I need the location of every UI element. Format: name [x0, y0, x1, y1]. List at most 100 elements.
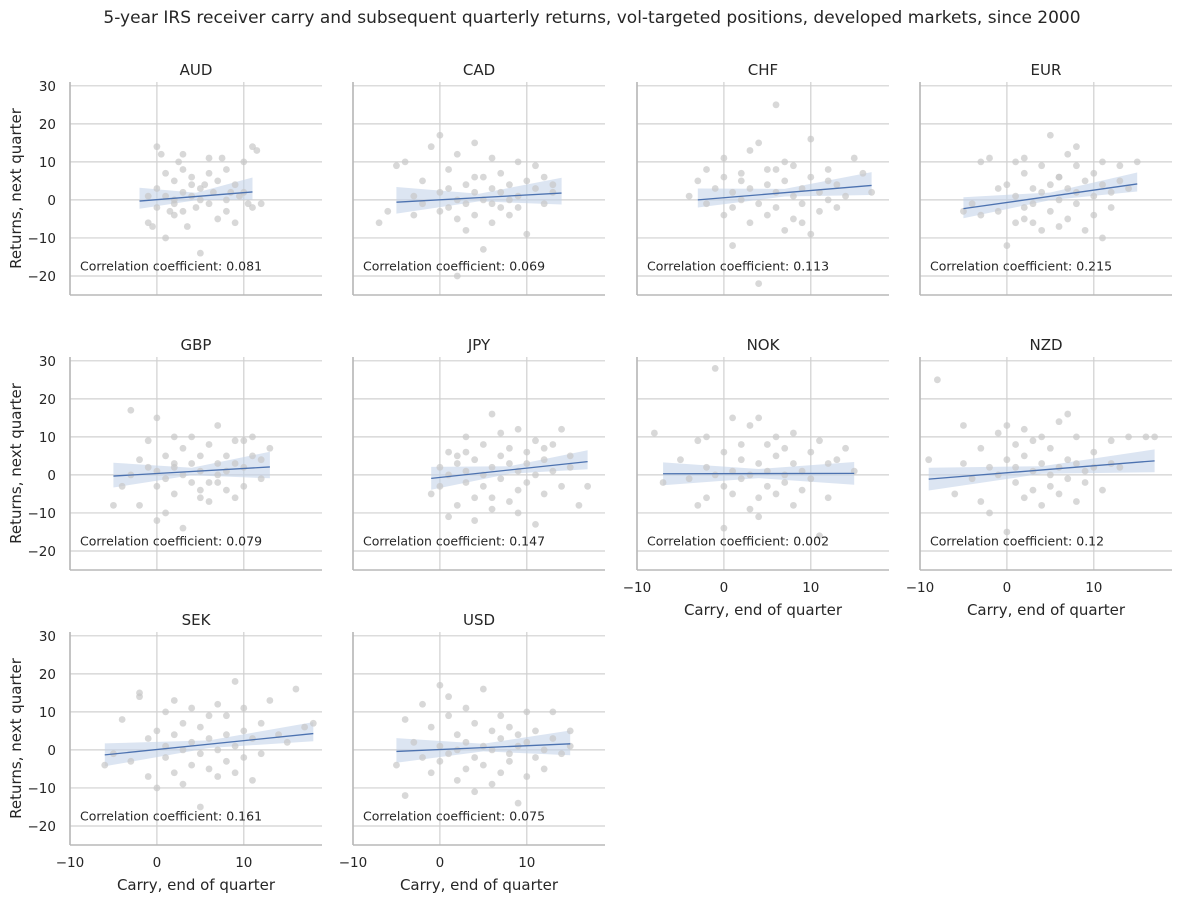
scatter-point [471, 719, 479, 727]
scatter-point [1029, 486, 1037, 494]
panel-title: SEK [182, 611, 212, 629]
scatter-point [960, 422, 967, 429]
scatter-point [1012, 219, 1019, 227]
scatter-point [763, 441, 771, 448]
scatter-point [488, 463, 496, 471]
scatter-point [162, 169, 169, 177]
scatter-point [471, 494, 479, 502]
scatter-point [1073, 498, 1080, 505]
scatter-point [755, 414, 763, 422]
scatter-point [170, 490, 178, 498]
scatter-point [703, 433, 710, 441]
scatter-point [1020, 425, 1028, 433]
scatter-point [497, 712, 505, 720]
scatter-point [497, 452, 505, 460]
scatter-point [833, 181, 841, 189]
panel-title: CHF [748, 61, 778, 79]
scatter-point [257, 200, 265, 208]
scatter-point [1107, 460, 1115, 467]
scatter-point [240, 437, 248, 445]
scatter-point [110, 501, 117, 509]
scatter-point [1003, 242, 1011, 249]
scatter-point [729, 204, 736, 211]
scatter-point [1055, 173, 1063, 181]
scatter-point [523, 773, 531, 780]
x-tick-label: 10 [802, 580, 819, 596]
scatter-point [153, 784, 161, 792]
scatter-point [1064, 456, 1072, 464]
scatter-point [240, 158, 248, 166]
scatter-point [375, 219, 383, 227]
scatter-point [506, 460, 513, 467]
scatter-point [1020, 452, 1028, 460]
scatter-point [196, 249, 204, 257]
scatter-point [179, 471, 187, 479]
scatter-point [1073, 200, 1080, 208]
scatter-point [136, 501, 143, 509]
scatter-point [986, 463, 993, 471]
scatter-point [772, 188, 780, 196]
scatter-point [266, 697, 274, 704]
scatter-point [798, 467, 806, 475]
regression-line [396, 743, 571, 753]
scatter-point [798, 185, 806, 192]
scatter-point [253, 147, 261, 154]
scatter-point [266, 444, 274, 452]
scatter-point [205, 200, 213, 208]
scatter-point [471, 517, 479, 524]
y-axis-label: Returns, next quarter [7, 657, 25, 819]
scatter-point [497, 188, 505, 196]
scatter-point [532, 754, 539, 761]
scatter-point [453, 196, 461, 204]
scatter-point [205, 479, 213, 486]
scatter-point [188, 460, 196, 467]
scatter-point [798, 219, 806, 227]
scatter-point [179, 444, 187, 452]
y-axis-label: Returns, next quarter [7, 107, 25, 269]
scatter-point [488, 494, 496, 502]
scatter-point [249, 735, 256, 742]
scatter-point [436, 188, 444, 196]
scatter-point [436, 207, 444, 215]
y-tick-label: 10 [39, 705, 56, 721]
scatter-point [153, 204, 161, 211]
scatter-point [807, 173, 815, 181]
scatter-point [1151, 433, 1159, 441]
scatter-point [1038, 433, 1046, 441]
scatter-point [781, 226, 789, 234]
scatter-point [506, 196, 513, 204]
scatter-point [523, 738, 531, 746]
y-tick-label: 20 [39, 667, 56, 683]
scatter-point [772, 204, 780, 211]
scatter-point [209, 188, 217, 196]
scatter-point [532, 727, 539, 735]
scatter-point [1038, 460, 1046, 467]
scatter-point [746, 219, 754, 227]
scatter-point [497, 429, 505, 437]
scatter-point [462, 181, 470, 189]
scatter-point [755, 494, 763, 502]
x-tick-label: 10 [235, 855, 252, 871]
correlation-label: Correlation coefficient: 0.075 [363, 808, 545, 823]
scatter-point [231, 742, 239, 750]
scatter-point [566, 727, 574, 735]
scatter-point [445, 204, 452, 211]
scatter-point [781, 158, 789, 166]
scatter-point [1012, 463, 1019, 471]
scatter-point [1012, 479, 1019, 486]
scatter-point [1055, 463, 1063, 471]
scatter-point [227, 188, 235, 196]
panel-title: CAD [463, 61, 495, 79]
scatter-point [549, 708, 557, 716]
scatter-point [144, 192, 152, 200]
scatter-point [558, 750, 565, 758]
scatter-point [445, 693, 452, 701]
confidence-band [113, 451, 270, 488]
scatter-point [436, 757, 444, 765]
scatter-point [711, 365, 719, 372]
correlation-label: Correlation coefficient: 0.147 [363, 533, 545, 548]
regression-line [113, 466, 270, 477]
y-tick-label: 0 [47, 468, 56, 484]
scatter-point [523, 448, 531, 456]
scatter-point [540, 456, 548, 464]
